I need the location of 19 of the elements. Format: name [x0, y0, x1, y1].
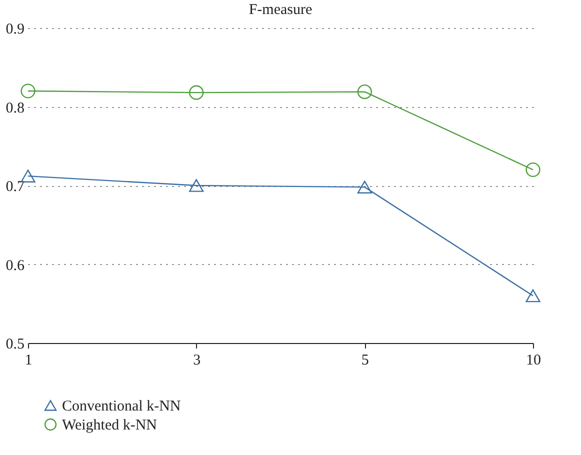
point: [189, 179, 204, 192]
y-tick-label: 0.8: [6, 100, 24, 116]
x-tick-label: 10: [526, 352, 541, 368]
point: [20, 170, 36, 182]
y-tick-label: 0.5: [6, 336, 24, 352]
y-tick-label: 0.6: [6, 258, 25, 274]
x-tick-label: 5: [361, 352, 369, 368]
point: [357, 180, 372, 194]
y-tick-label: 0.9: [6, 22, 24, 38]
point: [357, 84, 372, 100]
legend-label: Conventional k-NN: [62, 398, 181, 414]
chart-title: F-measure: [248, 2, 312, 18]
legend-label: Weighted k-NN: [62, 418, 158, 434]
point: [20, 84, 36, 98]
x-tick-label: 1: [24, 352, 32, 368]
point: [526, 162, 540, 178]
x-tick-label: 3: [193, 352, 201, 368]
point: [189, 85, 204, 100]
point: [526, 289, 540, 302]
